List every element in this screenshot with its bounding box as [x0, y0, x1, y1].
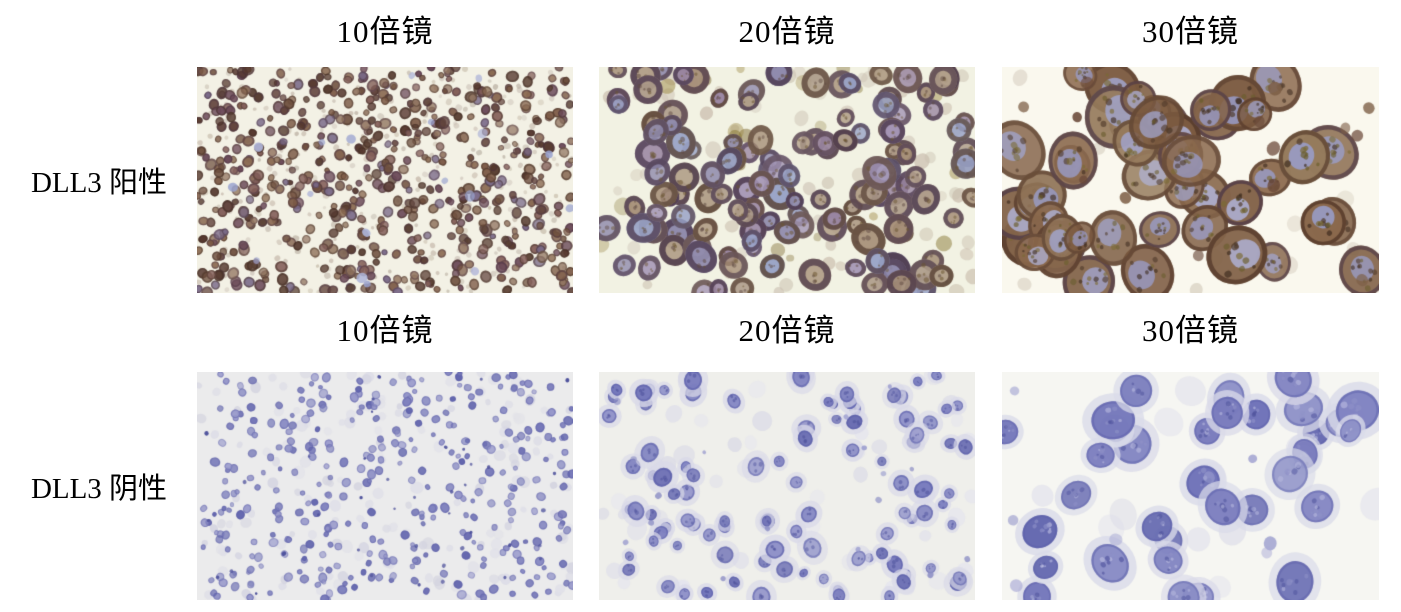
row-label-dll3-negative: DLL3 阴性 [30, 473, 168, 505]
column-header-20x-row2: 20倍镜 [738, 312, 836, 348]
column-header-30x-row1: 30倍镜 [1142, 13, 1239, 49]
row-label-dll3-positive: DLL3 阳性 [30, 167, 168, 199]
micrograph-dll3-negative-10x [197, 372, 573, 600]
micrograph-dll3-positive-10x [197, 67, 573, 293]
column-header-10x-row2: 10倍镜 [336, 312, 434, 348]
micrograph-dll3-negative-30x [1002, 372, 1379, 600]
column-header-10x-row1: 10倍镜 [336, 13, 434, 49]
micrograph-dll3-positive-30x [1002, 67, 1379, 293]
column-header-30x-row2: 30倍镜 [1142, 312, 1239, 348]
micrograph-dll3-positive-20x [599, 67, 975, 293]
column-header-20x-row1: 20倍镜 [738, 13, 836, 49]
micrograph-dll3-negative-20x [599, 372, 975, 600]
